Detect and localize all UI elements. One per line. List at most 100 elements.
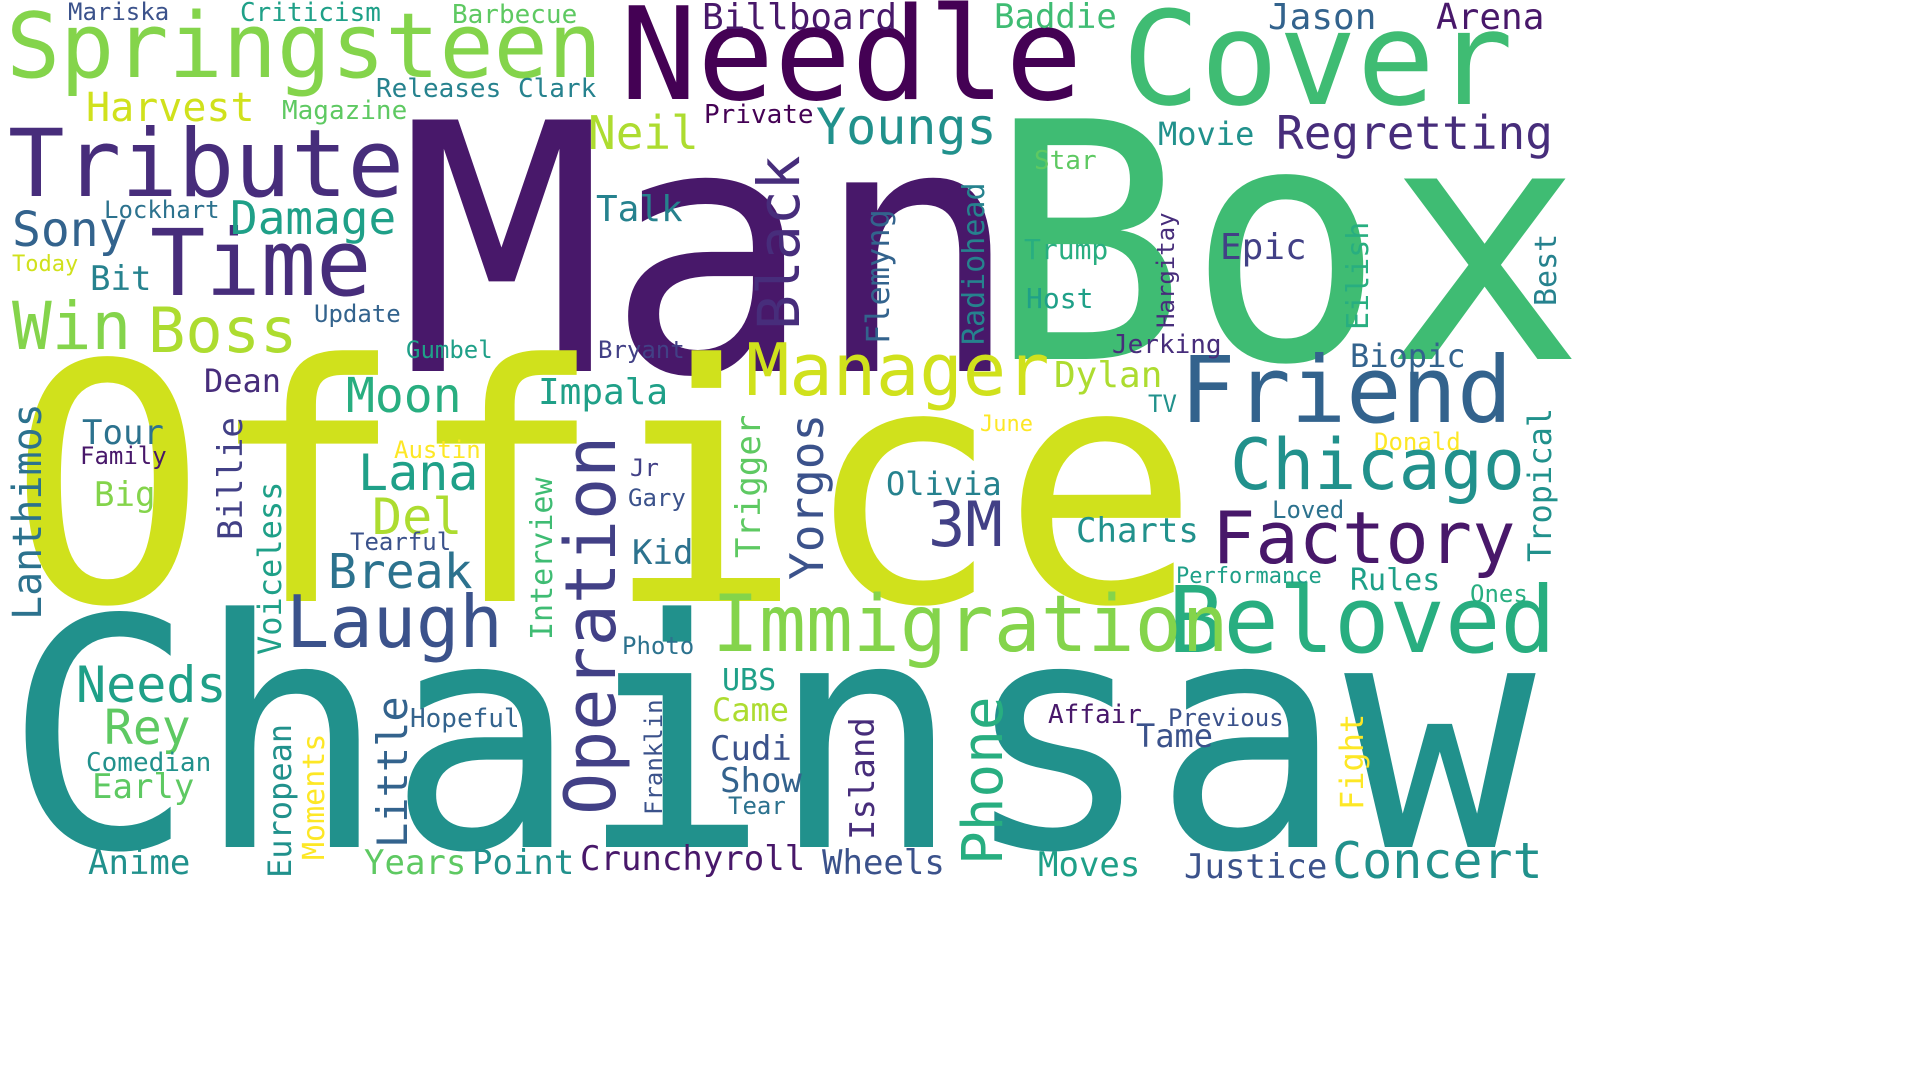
word-win: Win xyxy=(12,288,132,365)
word-tour: Tour xyxy=(82,413,164,453)
word-tv: TV xyxy=(1148,390,1177,418)
word-concert: Concert xyxy=(1332,832,1543,890)
word-private: Private xyxy=(704,100,814,130)
word-bryant: Bryant xyxy=(598,336,685,364)
word-dylan: Dylan xyxy=(1054,355,1163,396)
word-tear: Tear xyxy=(728,792,786,820)
word-chainsaw: Chainsaw xyxy=(4,552,1536,922)
word-hargitay: Hargitay xyxy=(1152,212,1180,328)
word-came: Came xyxy=(712,691,790,729)
word-movie: Movie xyxy=(1158,115,1255,153)
word-anime: Anime xyxy=(88,843,191,883)
word-regretting: Regretting xyxy=(1276,106,1553,160)
word-chicago: Chicago xyxy=(1230,424,1526,506)
word-early: Early xyxy=(92,767,195,807)
word-man: Man xyxy=(398,52,1022,453)
word-tribute: Tribute xyxy=(8,110,405,219)
word-affair: Affair xyxy=(1048,700,1142,730)
word-laugh: Laugh xyxy=(286,580,503,664)
word-moon: Moon xyxy=(346,368,462,424)
word-3m: 3M xyxy=(928,488,1003,561)
word-star: Star xyxy=(1034,146,1097,176)
word-little: Little xyxy=(368,696,417,848)
word-moments: Moments xyxy=(297,733,332,860)
word-performance: Performance xyxy=(1176,564,1322,589)
word-show: Show xyxy=(720,761,802,801)
word-manager: Manager xyxy=(746,328,1050,412)
word-neil: Neil xyxy=(588,106,699,160)
word-bit: Bit xyxy=(90,259,152,299)
word-host: Host xyxy=(1026,282,1094,315)
word-interview: Interview xyxy=(525,477,560,640)
word-flemyng: Flemyng xyxy=(859,209,897,344)
word-baddie: Baddie xyxy=(994,0,1117,37)
word-family: Family xyxy=(80,442,167,470)
word-friend: Friend xyxy=(1180,337,1513,444)
word-office: Office xyxy=(8,295,1201,679)
word-jason: Jason xyxy=(1268,0,1377,38)
word-today: Today xyxy=(12,252,79,277)
word-hopeful: Hopeful xyxy=(410,704,520,734)
word-boss: Boss xyxy=(148,294,298,367)
word-billie: Billie xyxy=(211,417,251,540)
word-kid: Kid xyxy=(632,533,694,573)
word-cudi: Cudi xyxy=(710,729,792,769)
word-tropical: Tropical xyxy=(1521,407,1559,562)
word-billboard: Billboard xyxy=(702,0,898,38)
word-rey: Rey xyxy=(104,700,191,756)
word-harvest: Harvest xyxy=(86,85,255,131)
word-sony: Sony xyxy=(12,202,128,258)
word-ones: Ones xyxy=(1470,580,1528,608)
word-lanthimos: Lanthimos xyxy=(5,403,51,620)
word-operation: Operation xyxy=(550,435,632,815)
word-black: Black xyxy=(745,155,813,330)
word-arena: Arena xyxy=(1436,0,1545,38)
word-ubs: UBS xyxy=(722,663,777,698)
word-moves: Moves xyxy=(1038,845,1141,885)
word-point: Point xyxy=(472,843,575,883)
word-best: Best xyxy=(1529,233,1564,306)
word-youngs: Youngs xyxy=(816,98,997,156)
word-barbecue: Barbecue xyxy=(452,0,578,30)
word-damage: Damage xyxy=(230,191,397,245)
word-needle: Needle xyxy=(620,0,1083,130)
word-jr: Jr xyxy=(630,454,659,482)
word-crunchyroll: Crunchyroll xyxy=(580,839,806,879)
word-criticism: Criticism xyxy=(240,0,381,28)
word-big: Big xyxy=(94,475,156,515)
word-dean: Dean xyxy=(204,362,282,400)
word-fight: Fight xyxy=(1333,713,1371,810)
word-wheels: Wheels xyxy=(822,843,945,883)
word-gumbel: Gumbel xyxy=(406,336,493,364)
word-biopic: Biopic xyxy=(1350,337,1466,375)
word-justice: Justice xyxy=(1184,847,1328,887)
word-talk: Talk xyxy=(596,189,683,230)
word-olivia: Olivia xyxy=(886,465,1002,503)
word-photo: Photo xyxy=(622,632,695,660)
word-jerking: Jerking xyxy=(1112,330,1222,360)
word-voiceless: Voiceless xyxy=(251,481,289,655)
word-clark: Clark xyxy=(518,74,597,104)
word-immigration: Immigration xyxy=(712,580,1229,670)
word-beloved: Beloved xyxy=(1168,567,1556,674)
word-franklin: Franklin xyxy=(640,699,668,815)
word-trigger: Trigger xyxy=(729,414,769,558)
word-gary: Gary xyxy=(628,484,686,512)
word-mariska: Mariska xyxy=(68,0,170,26)
word-cover: Cover xyxy=(1122,0,1514,135)
word-loved: Loved xyxy=(1272,496,1345,524)
word-island: Island xyxy=(843,717,883,840)
word-update: Update xyxy=(314,300,401,328)
word-years: Years xyxy=(364,843,467,883)
word-rules: Rules xyxy=(1350,563,1441,598)
word-lana: Lana xyxy=(358,444,479,502)
word-needs: Needs xyxy=(76,656,227,714)
word-tame: Tame xyxy=(1136,717,1214,755)
word-time: Time xyxy=(150,210,372,317)
word-impala: Impala xyxy=(538,372,669,413)
word-tearful: Tearful xyxy=(350,528,452,556)
word-donald: Donald xyxy=(1374,428,1461,456)
word-springsteen: Springsteen xyxy=(6,0,603,99)
word-phone: Phone xyxy=(951,696,1016,865)
word-previous: Previous xyxy=(1168,704,1284,732)
